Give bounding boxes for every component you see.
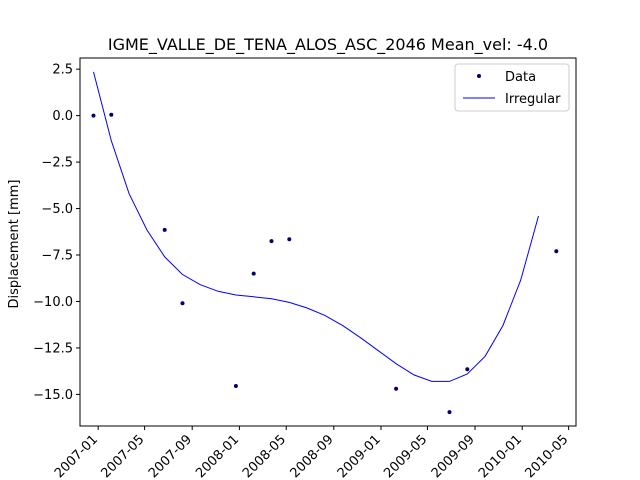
x-tick-label-8: 2009-09 <box>429 432 478 480</box>
y-tick-label-1: 0.0 <box>52 109 73 124</box>
data-point-0 <box>91 113 96 118</box>
legend: Data Irregular <box>454 63 570 112</box>
x-tick-label-6: 2009-01 <box>335 432 384 480</box>
data-point-3 <box>180 301 185 306</box>
y-axis: 2.5 0.0 −2.5 −5.0 −7.5 −10.0 −12.5 −15.0 <box>33 63 80 403</box>
legend-marker-data <box>477 74 481 78</box>
data-point-9 <box>447 410 452 415</box>
data-point-4 <box>233 384 238 388</box>
x-tick-label-7: 2009-05 <box>381 432 430 480</box>
x-tick-label-3: 2008-01 <box>193 432 242 480</box>
chart-title: IGME_VALLE_DE_TENA_ALOS_ASC_2046 Mean_ve… <box>108 35 548 55</box>
data-point-8 <box>394 386 399 391</box>
y-tick-label-5: −10.0 <box>33 295 73 310</box>
y-tick-label-0: 2.5 <box>52 63 73 78</box>
plot-area <box>91 71 559 415</box>
y-tick-label-2: −2.5 <box>41 156 73 171</box>
data-point-5 <box>251 271 256 276</box>
x-tick-label-1: 2007-05 <box>98 432 147 480</box>
x-tick-label-5: 2008-09 <box>288 432 337 480</box>
x-axis: 2007-012007-052007-092008-012008-052008-… <box>52 426 571 480</box>
data-point-11 <box>554 249 559 254</box>
data-point-7 <box>287 237 292 242</box>
x-tick-label-4: 2008-05 <box>240 432 289 480</box>
y-tick-label-7: −15.0 <box>33 388 73 403</box>
data-point-10 <box>465 367 470 372</box>
y-tick-label-6: −12.5 <box>33 341 73 356</box>
legend-label-data: Data <box>505 70 536 85</box>
y-axis-label: Displacement [mm] <box>7 180 22 309</box>
data-point-6 <box>269 239 274 244</box>
x-tick-label-9: 2010-01 <box>476 432 525 480</box>
data-point-2 <box>162 227 167 232</box>
x-tick-label-2: 2007-09 <box>146 432 195 480</box>
data-point-1 <box>109 112 114 117</box>
x-tick-label-0: 2007-01 <box>52 432 101 480</box>
y-tick-label-4: −7.5 <box>41 249 73 264</box>
legend-box <box>454 63 570 112</box>
plot-frame <box>79 57 577 427</box>
x-tick-label-10: 2010-05 <box>522 432 571 480</box>
series-irregular-line <box>93 71 539 382</box>
legend-label-irregular: Irregular <box>505 92 561 107</box>
y-tick-label-3: −5.0 <box>41 202 73 217</box>
